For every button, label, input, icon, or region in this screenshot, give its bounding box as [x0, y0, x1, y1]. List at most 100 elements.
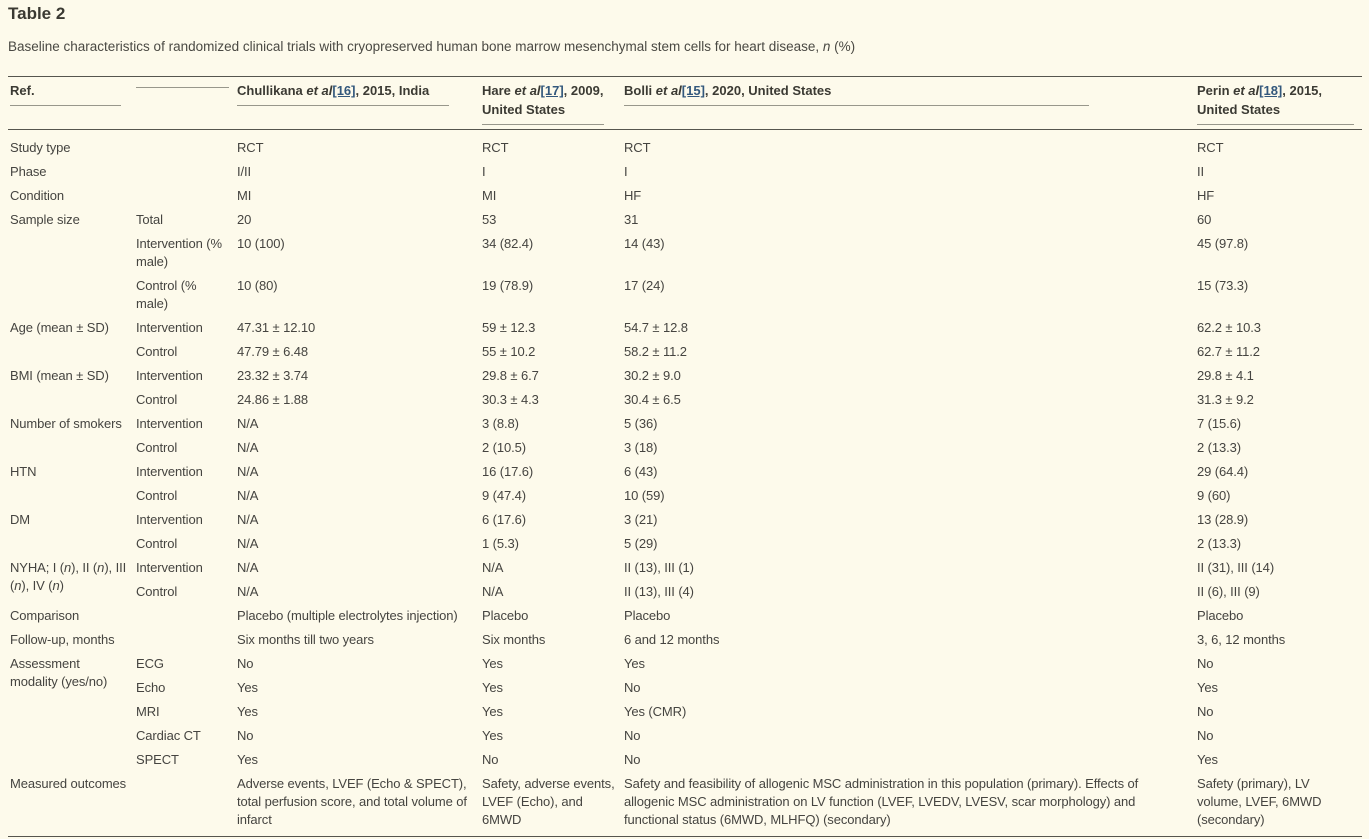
sub-label: Intervention [136, 368, 203, 383]
caption-n-italic: n [822, 39, 831, 54]
cell-value: RCT [624, 140, 651, 155]
cell-value: No [482, 752, 499, 767]
cell-value: N/A [237, 464, 259, 479]
study-author: Chullikana [237, 83, 307, 98]
cell-value: 6 (17.6) [482, 512, 527, 527]
table-row: Control N/A 9 (47.4) 10 (59) 9 (60) [8, 484, 1362, 508]
study-year-country: , 2015, United States [1197, 83, 1323, 117]
cell-value: 20 [237, 212, 252, 227]
sub-label: Control [136, 344, 178, 359]
study-author: Hare [482, 83, 515, 98]
row-label: Study type [10, 140, 71, 155]
cell-value: 19 (78.9) [482, 278, 534, 293]
row-label: Follow-up, months [10, 632, 115, 647]
sub-label: Control [136, 488, 178, 503]
cell-value: 53 [482, 212, 497, 227]
cell-value: Yes [1197, 680, 1218, 695]
study-year-country: , 2015, India [355, 83, 430, 98]
cell-value: 14 (43) [624, 236, 665, 251]
sub-label [136, 604, 237, 628]
table-row: DM Intervention N/A 6 (17.6) 3 (21) 13 (28.9) [8, 508, 1362, 532]
table-row: Intervention (% male) 10 (100) 34 (82.4) 14… [8, 232, 1362, 274]
et-al: et al [306, 83, 333, 98]
cell-value: 1 (5.3) [482, 536, 519, 551]
sub-label: MRI [136, 704, 160, 719]
cell-value: 31 [624, 212, 639, 227]
cell-value: Safety, adverse events, LVEF (Echo), and… [482, 776, 615, 827]
study-header-chullikana: Chullikana et al[16], 2015, India [237, 76, 482, 130]
row-label-part: ), III ( [10, 560, 127, 593]
cell-value: N/A [237, 488, 259, 503]
sub-label: Control (% male) [136, 278, 197, 311]
cell-value: N/A [482, 560, 504, 575]
sub-label [136, 772, 237, 837]
row-label-italic-n: n [52, 578, 60, 593]
table-row: Condition MI MI HF HF [8, 184, 1362, 208]
cell-value: MI [482, 188, 497, 203]
row-label-part: NYHA; I ( [10, 560, 64, 575]
cell-value: 5 (36) [624, 416, 658, 431]
study-header-text: Perin et al[18], 2015, United States [1197, 81, 1354, 119]
row-label-italic-n: n [64, 560, 72, 575]
sub-label: Intervention [136, 560, 203, 575]
cell-value: N/A [237, 512, 259, 527]
study-author: Bolli [624, 83, 656, 98]
cell-value: Adverse events, LVEF (Echo & SPECT), tot… [237, 776, 467, 827]
table-row: Control N/A 1 (5.3) 5 (29) 2 (13.3) [8, 532, 1362, 556]
cell-value: N/A [237, 536, 259, 551]
citation-link-15[interactable]: [15] [681, 83, 705, 98]
cell-value: No [1197, 704, 1214, 719]
table-row: Measured outcomes Adverse events, LVEF (E… [8, 772, 1362, 837]
row-label: Number of smokers [10, 416, 122, 431]
cell-value: 55 ± 10.2 [482, 344, 536, 359]
header-rule [482, 124, 604, 125]
sub-label: Intervention [136, 416, 203, 431]
header-rule [237, 105, 449, 106]
cell-value: I [482, 164, 486, 179]
cell-value: Yes [237, 680, 258, 695]
cell-value: 2 (10.5) [482, 440, 527, 455]
study-author: Perin [1197, 83, 1234, 98]
row-label: Comparison [10, 608, 80, 623]
cell-value: II (31), III (14) [1197, 560, 1275, 575]
cell-value: 58.2 ± 11.2 [624, 344, 687, 359]
cell-value: 29.8 ± 6.7 [482, 368, 539, 383]
row-label: NYHA; I (n), II (n), III (n), IV (n) [8, 556, 136, 604]
cell-value: 60 [1197, 212, 1212, 227]
citation-link-17[interactable]: [17] [540, 83, 564, 98]
table-row: Study type RCT RCT RCT RCT [8, 130, 1362, 161]
table-row: Sample size Total 20 53 31 60 [8, 208, 1362, 232]
sub-label: Control [136, 392, 178, 407]
cell-value: 3, 6, 12 months [1197, 632, 1286, 647]
header-rule [10, 105, 121, 106]
citation-link-16[interactable]: [16] [332, 83, 356, 98]
row-label: BMI (mean ± SD) [10, 368, 109, 383]
cell-value: Six months [482, 632, 546, 647]
sub-label: Control [136, 440, 178, 455]
cell-value: Yes [482, 704, 503, 719]
cell-value: 5 (29) [624, 536, 658, 551]
sub-label: Intervention [136, 320, 203, 335]
ref-header-label: Ref. [10, 83, 35, 98]
table-row: Number of smokers Intervention N/A 3 (8.8) 5… [8, 412, 1362, 436]
sub-label: Control [136, 584, 178, 599]
row-label: Sample size [10, 212, 80, 227]
cell-value: Placebo [1197, 608, 1244, 623]
sub-label [136, 184, 237, 208]
header-rule [1197, 124, 1354, 125]
citation-link-18[interactable]: [18] [1259, 83, 1283, 98]
cell-value: 13 (28.9) [1197, 512, 1249, 527]
cell-value: Safety (primary), LV volume, LVEF, 6MWD … [1197, 776, 1322, 827]
row-label: Measured outcomes [10, 776, 127, 791]
cell-value: Yes [482, 728, 503, 743]
sub-label [136, 628, 237, 652]
sub-label: Total [136, 212, 163, 227]
cell-value: 6 (43) [624, 464, 658, 479]
cell-value: Yes (CMR) [624, 704, 687, 719]
study-header-text: Chullikana et al[16], 2015, India [237, 81, 474, 100]
row-label: Phase [10, 164, 47, 179]
cell-value: Placebo [624, 608, 671, 623]
study-header-text: Hare et al[17], 2009, United States [482, 81, 616, 119]
cell-value: 62.2 ± 10.3 [1197, 320, 1261, 335]
